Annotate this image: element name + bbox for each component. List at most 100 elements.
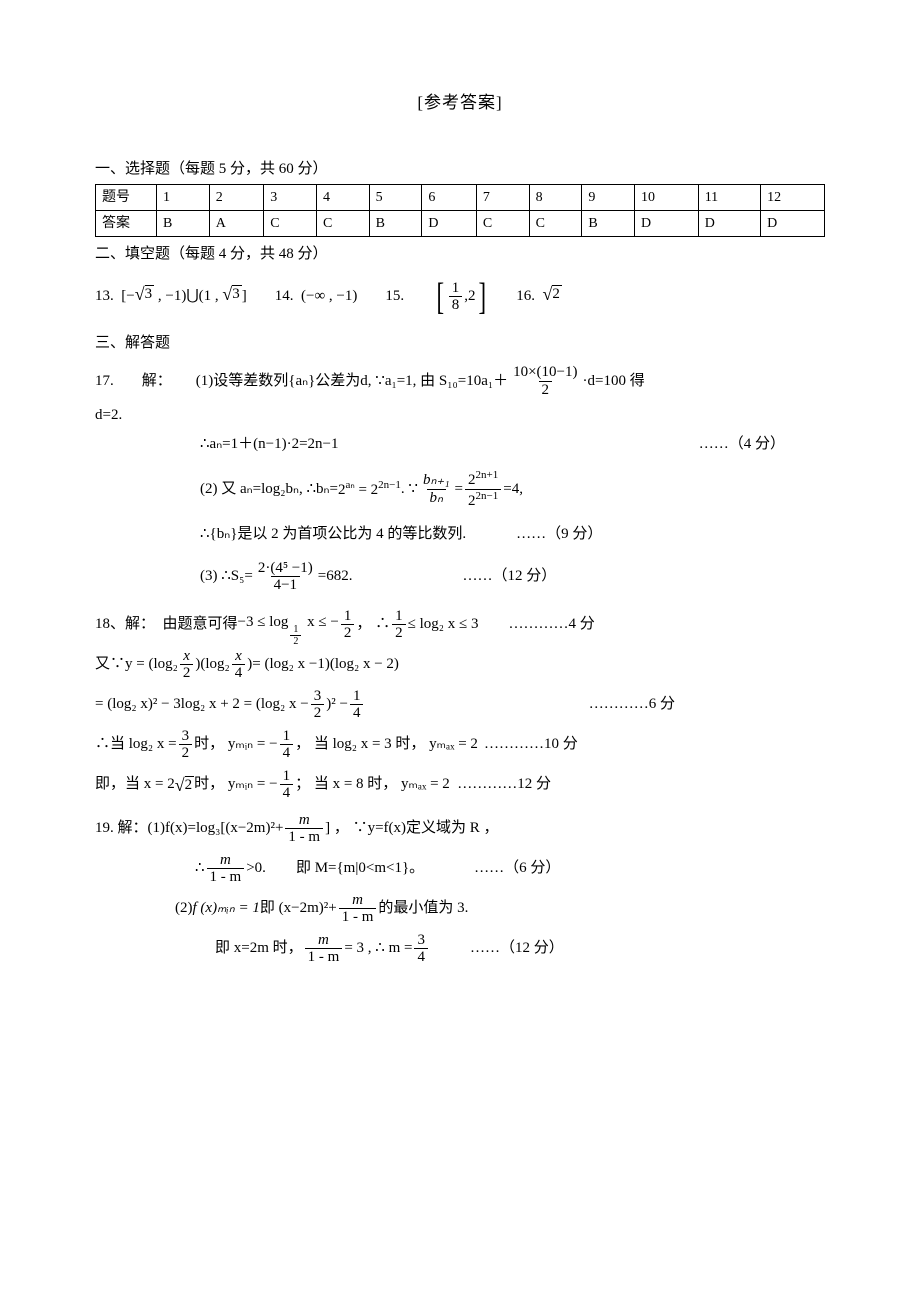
text: 时， yₘᵢₙ = − xyxy=(194,773,277,796)
text: 的最小值为 3. xyxy=(378,897,468,920)
text: (2) 又 aₙ=log₂bₙ, ∴bₙ= xyxy=(200,478,338,501)
denominator: 2 xyxy=(539,381,553,399)
text: >0. xyxy=(246,857,266,880)
q18-line3: = (log₂ x)² − 3log₂ x + 2 = (log₂ x − 32… xyxy=(95,688,825,722)
q16: 16. √2 xyxy=(516,285,562,308)
denominator: 4−1 xyxy=(271,576,300,594)
text: d=2. xyxy=(95,404,122,427)
denominator: 2 xyxy=(180,664,194,682)
table-cell: 12 xyxy=(761,185,825,211)
text: 解： xyxy=(142,370,172,393)
denominator: bₙ xyxy=(427,489,446,507)
q18-line2: 又∵ y = (log₂ x2 )(log₂ x4 ) = (log₂ x −1… xyxy=(95,648,825,682)
q-label: 13. xyxy=(95,288,114,304)
numerator: bₙ₊₁ xyxy=(420,472,453,489)
text: (1)f(x)=log₃[(x−2m)²+ xyxy=(148,817,284,840)
table-row: 题号 1 2 3 4 5 6 7 8 9 10 11 12 xyxy=(96,185,825,211)
numerator: m xyxy=(217,852,234,869)
text: ， 当 log₂ x = 3 时， yₘₐₓ = 2 xyxy=(295,733,478,756)
score: …………10 分 xyxy=(484,733,578,756)
numerator: 1 xyxy=(280,728,294,745)
q17-line1b: d=2. xyxy=(95,404,825,427)
q-label: 18、解： xyxy=(95,613,155,636)
q19-line3: (2) f (x)ₘᵢₙ = 1 即 (x−2m)²+ m1 - m 的最小值为… xyxy=(95,892,825,926)
table-cell: 2 xyxy=(209,185,264,211)
bracket-icon: ] xyxy=(478,280,486,314)
text: y = (log₂ xyxy=(125,653,178,676)
score: …………4 分 xyxy=(508,613,594,636)
text: 又∵ xyxy=(95,653,125,676)
text: 即 x=2m 时， xyxy=(215,937,303,960)
text: = 3 , ∴ m = xyxy=(344,937,412,960)
q17-line4: ∴{bₙ}是以 2 为首项公比为 4 的等比数列. ……（9 分） xyxy=(95,523,825,546)
fraction: 32 xyxy=(311,688,325,722)
fraction: 34 xyxy=(414,932,428,966)
fraction: 32 xyxy=(179,728,193,762)
text: ∴ xyxy=(195,857,205,880)
row-label: 答案 xyxy=(96,211,157,237)
numerator: x xyxy=(180,648,193,665)
text: )² − xyxy=(326,693,348,716)
numerator: 1 xyxy=(280,768,294,785)
table-cell: 5 xyxy=(369,185,422,211)
sqrt-arg: 2 xyxy=(552,285,562,303)
text: 即 M={m|0<m<1}。 xyxy=(296,857,424,880)
page-title: [参考答案] xyxy=(95,90,825,116)
table-cell: 10 xyxy=(635,185,699,211)
q-label: 15. xyxy=(385,285,404,308)
numerator: 1 xyxy=(350,688,364,705)
sqrt-arg: 3 xyxy=(232,285,242,303)
score: ……（9 分） xyxy=(516,523,602,546)
text: [− xyxy=(121,288,134,304)
row-label: 题号 xyxy=(96,185,157,211)
q14: 14. (−∞ , −1) xyxy=(275,285,358,308)
text: (1)设等差数列{aₙ}公差为d, ∵a₁=1, 由 S₁₀=10a₁＋ xyxy=(196,370,508,393)
fraction: x2 xyxy=(180,648,194,682)
numerator: m xyxy=(315,932,332,949)
table-cell: D xyxy=(635,211,699,237)
table-cell: C xyxy=(476,211,529,237)
denominator: 2 xyxy=(311,704,325,722)
q15: 15. [ 18,2 ] xyxy=(385,280,488,314)
numerator: 3 xyxy=(179,728,193,745)
text: f (x)ₘᵢₙ = 1 xyxy=(193,897,260,920)
table-cell: C xyxy=(264,211,317,237)
q17-line5: (3) ∴S₅= 2·(4⁵ −1)4−1 =682. ……（12 分） xyxy=(95,560,825,594)
score: ……（12 分） xyxy=(462,565,556,588)
fraction: 12 xyxy=(341,608,355,642)
text: ， ∴ xyxy=(356,613,390,636)
table-cell: 1 xyxy=(157,185,210,211)
table-cell: B xyxy=(582,211,635,237)
text: 2aₙ = 22n−1 xyxy=(338,477,401,502)
numerator: 1 xyxy=(449,280,463,297)
sqrt-icon: √2 xyxy=(175,776,194,794)
score: ……（6 分） xyxy=(474,857,560,880)
fraction: x4 xyxy=(232,648,246,682)
q-label: 14. xyxy=(275,288,294,304)
fraction: 22n+1 22n−1 xyxy=(465,469,501,509)
table-cell: A xyxy=(209,211,264,237)
table-cell: 8 xyxy=(529,185,582,211)
q-label: 19. 解： xyxy=(95,817,148,840)
denominator: 4 xyxy=(280,784,294,802)
denominator: 2 xyxy=(341,624,355,642)
section-a-heading: 一、选择题（每题 5 分，共 60 分） xyxy=(95,158,825,181)
text: ·d=100 得 xyxy=(583,370,645,393)
numerator: m xyxy=(349,892,366,909)
sqrt-arg: 2 xyxy=(185,776,195,794)
table-cell: D xyxy=(698,211,760,237)
q17-line1: 17. 解： (1)设等差数列{aₙ}公差为d, ∵a₁=1, 由 S₁₀=10… xyxy=(95,364,825,398)
sqrt-icon: √3 xyxy=(135,285,154,303)
text: = xyxy=(455,478,463,501)
table-cell: 11 xyxy=(698,185,760,211)
table-cell: C xyxy=(529,211,582,237)
text: 由题意可得 xyxy=(163,613,238,636)
text: (3) ∴S₅= xyxy=(200,565,253,588)
fraction: 18 xyxy=(449,280,463,314)
numerator: 22n+1 xyxy=(465,469,501,489)
denominator: 1 - m xyxy=(207,868,245,886)
denominator: 2 xyxy=(392,624,406,642)
fraction: 2·(4⁵ −1)4−1 xyxy=(255,560,316,594)
section-b-heading: 二、填空题（每题 4 分，共 48 分） xyxy=(95,243,825,266)
table-cell: 6 xyxy=(422,185,477,211)
